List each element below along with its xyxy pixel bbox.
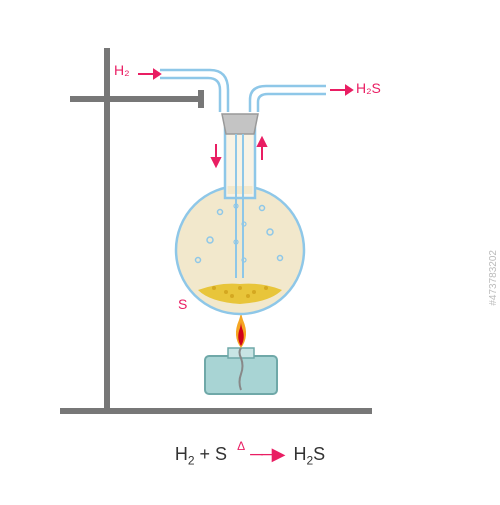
watermark: #473783202 [489,250,500,306]
equation-rhs: H2S [293,444,325,464]
h2-label: H₂ [114,62,130,78]
clamp-arm [70,96,202,102]
chemistry-diagram: { "labels": { "h2_in": "H₂", "h2s_out": … [0,0,500,500]
h2s-label: H₂S [356,80,381,96]
stopper [222,114,258,134]
equation-delta: Δ [237,439,245,453]
equation-arrow: ──▶ [250,444,283,464]
equation-lhs: H2 + S [175,444,227,464]
stand-pole [104,48,110,410]
sulfur-label: S [178,296,187,312]
spirit-burner [205,310,277,394]
reaction-equation: H2 + S Δ ──▶ H2S [0,444,500,468]
outlet-tube [250,86,326,112]
round-flask [176,114,304,314]
apparatus-svg [0,0,500,500]
clamp-tip [198,90,204,108]
